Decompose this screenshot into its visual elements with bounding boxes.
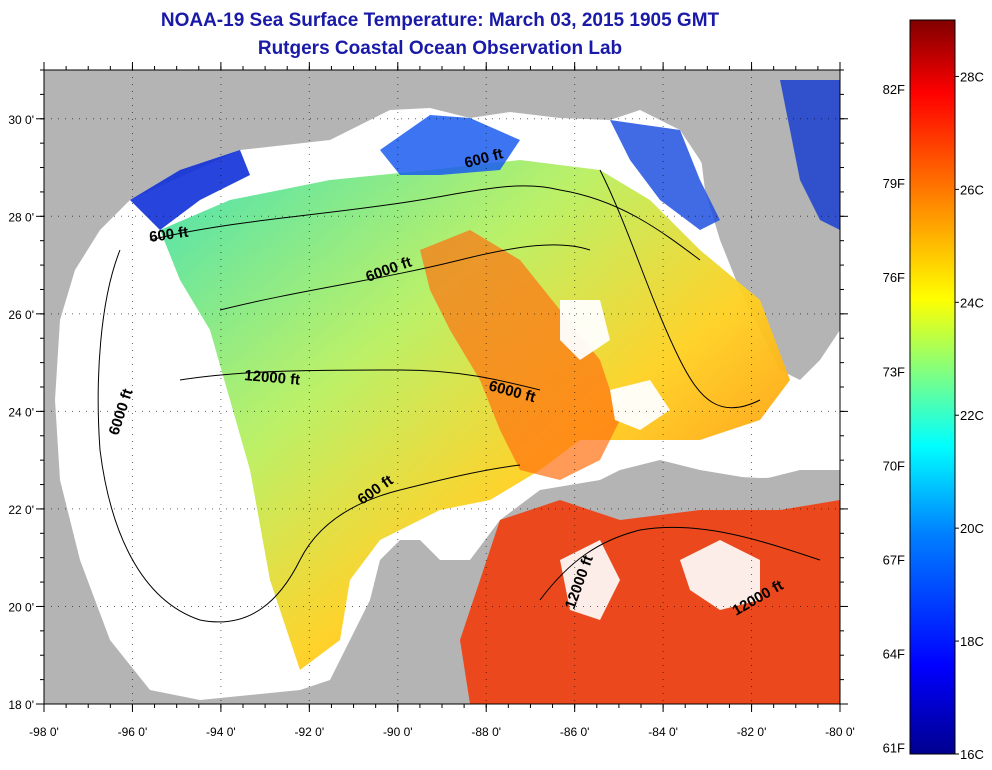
cloud-patch — [680, 540, 760, 610]
lat-tick-label: 22 0' — [8, 503, 34, 517]
colorbar-celsius-label: 22C — [960, 408, 984, 423]
lon-tick-label: -88 0' — [471, 725, 501, 739]
colorbar-fahrenheit-label: 67F — [883, 553, 905, 568]
colorbar: 16C 18C 20C 22C 24C 26C 28C 61F 64F 67F 70F 73F 76F 7… — [883, 19, 984, 762]
lon-tick-label: -90 0' — [383, 725, 413, 739]
colorbar-celsius-label: 24C — [960, 295, 984, 310]
cloud-patch — [610, 380, 670, 430]
lat-tick-label: 20 0' — [8, 600, 34, 614]
map-subtitle: Rutgers Coastal Ocean Observation Lab — [257, 38, 623, 59]
colorbar-fahrenheit-label: 73F — [883, 364, 905, 379]
colorbar-fahrenheit-label: 79F — [883, 176, 905, 191]
colorbar-celsius-label: 26C — [960, 182, 984, 197]
colorbar-celsius-label: 16C — [960, 747, 984, 762]
colorbar-celsius-label: 28C — [960, 69, 984, 84]
lat-tick-label: 26 0' — [8, 308, 34, 322]
lon-tick-label: -80 0' — [825, 725, 855, 739]
contour-6000ft-north — [219, 244, 591, 311]
florida-land — [700, 150, 840, 380]
colorbar-celsius-label: 20C — [960, 521, 984, 536]
contour-600ft — [149, 185, 701, 261]
sst-florida-shelf-cold — [610, 120, 720, 230]
colorbar-fahrenheit-label: 64F — [883, 647, 905, 662]
contour-florida-shelf — [599, 169, 761, 409]
contour-caribbean — [539, 526, 821, 601]
contour-6000ft — [97, 249, 301, 623]
contour-label: 600 ft — [148, 224, 189, 246]
lat-tick-label: 18 0' — [8, 698, 34, 712]
lon-tick-label: -92 0' — [295, 725, 325, 739]
graticule — [44, 70, 840, 704]
lat-tick-label: 30 0' — [8, 113, 34, 127]
colorbar-celsius-label: 18C — [960, 634, 984, 649]
lat-tick-label: 28 0' — [8, 210, 34, 224]
lon-tick-label: -86 0' — [560, 725, 590, 739]
contour-label: 12000 ft — [244, 367, 301, 389]
colorbar-labels: 16C 18C 20C 22C 24C 26C 28C 61F 64F 67F 70F 73F 76F 7… — [883, 69, 984, 762]
lon-tick-label: -96 0' — [118, 725, 148, 739]
colorbar-fahrenheit-label: 70F — [883, 458, 905, 473]
colorbar-gradient — [909, 19, 956, 755]
sst-northern-shelf-cold — [130, 150, 250, 230]
contour-12000ft — [179, 369, 541, 391]
lon-tick-label: -94 0' — [206, 725, 236, 739]
contour-600ft-yucatan — [299, 464, 521, 561]
sst-east-florida-cold — [780, 80, 840, 230]
map-plot-area — [44, 70, 840, 704]
axis-ticks: -98 0' -96 0' -94 0' -92 0' -90 0' -88 0' -86 … — [8, 62, 855, 739]
lon-tick-label: -84 0' — [648, 725, 678, 739]
colorbar-fahrenheit-label: 76F — [883, 270, 905, 285]
map-title: NOAA-19 Sea Surface Temperature: March 0… — [160, 10, 720, 31]
sst-swath-central — [160, 160, 790, 670]
lon-tick-label: -82 0' — [737, 725, 767, 739]
lat-tick-label: 24 0' — [8, 405, 34, 419]
sst-loop-current-warm — [420, 230, 620, 480]
sst-caribbean-warm — [460, 500, 840, 704]
lon-tick-label: -98 0' — [29, 725, 59, 739]
colorbar-fahrenheit-label: 61F — [883, 741, 905, 756]
colorbar-fahrenheit-label: 82F — [883, 82, 905, 97]
bathymetry-contours — [97, 169, 821, 623]
sst-louisiana-shelf-cold — [380, 115, 520, 175]
cloud-patch — [560, 300, 610, 360]
